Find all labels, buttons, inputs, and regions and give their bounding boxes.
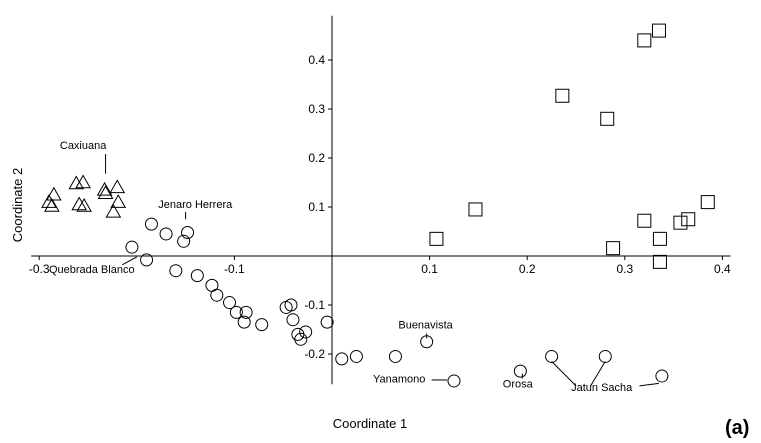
circle-point: [125, 240, 139, 254]
circle-point: [447, 374, 461, 388]
triangle-point: [45, 186, 62, 201]
circle-point: [169, 264, 183, 278]
y-tick-label: 0.2: [308, 151, 325, 165]
square-point: [652, 254, 667, 269]
square-point: [606, 241, 621, 256]
triangle-point: [97, 185, 114, 200]
triangle-point: [68, 175, 85, 190]
square-point: [468, 202, 483, 217]
circle-point: [335, 352, 349, 366]
circle-point: [388, 349, 402, 363]
y-tick-label: -0.1: [304, 298, 325, 312]
x-tick-label: 0.4: [714, 262, 731, 276]
triangle-point: [41, 194, 57, 208]
y-tick-label: 0.3: [308, 102, 325, 116]
circle-point: [279, 300, 293, 314]
square-point: [652, 231, 667, 246]
circle-point: [190, 269, 204, 283]
circle-point: [237, 315, 251, 329]
triangle-point: [96, 181, 113, 196]
y-tick-label: -0.2: [304, 347, 325, 361]
x-tick-label: 0.1: [421, 262, 438, 276]
square-point: [651, 23, 666, 38]
square-point: [637, 213, 652, 228]
panel-label: (a): [725, 417, 749, 439]
circle-point: [598, 349, 612, 363]
site-label: Quebrada Blanco: [49, 264, 135, 276]
circle-point: [239, 305, 253, 319]
square-point: [600, 111, 615, 126]
x-tick-label: 0.2: [519, 262, 536, 276]
site-label: Orosa: [503, 378, 534, 390]
leader-line: [121, 256, 138, 266]
triangle-point: [71, 196, 88, 211]
circle-point: [140, 253, 154, 267]
leader-line: [639, 382, 660, 387]
leader-line: [590, 361, 606, 387]
square-point: [700, 195, 715, 210]
circle-point: [349, 349, 363, 363]
circle-point: [545, 349, 559, 363]
axes: [31, 15, 731, 385]
data-points: [41, 23, 715, 388]
x-tick-label: -0.3: [29, 262, 50, 276]
circle-point: [294, 332, 308, 346]
triangle-point: [44, 198, 60, 212]
square-point: [429, 231, 444, 246]
triangle-point: [105, 203, 122, 218]
site-label: Jatun Sacha: [571, 382, 633, 394]
leader-line: [551, 360, 577, 387]
tick-labels: -0.3 -0.1 0.1 0.2 0.3 0.4 -0.2 -0.1 0.1 0.2 0.3 0.4: [29, 53, 731, 361]
square-point: [681, 212, 696, 227]
y-tick-label: 0.1: [308, 200, 325, 214]
circle-point: [229, 305, 243, 319]
circle-point: [177, 234, 191, 248]
circle-point: [181, 225, 195, 239]
y-axis-title: Coordinate 2: [10, 168, 25, 242]
circle-point: [655, 369, 669, 383]
square-point: [555, 88, 570, 103]
circle-point: [210, 288, 224, 302]
triangle-point: [75, 174, 91, 189]
square-point: [637, 33, 652, 48]
site-label: Jenaro Herrera: [158, 199, 233, 211]
circle-point: [513, 364, 527, 378]
site-label: Buenavista: [398, 320, 453, 332]
triangle-point: [76, 198, 92, 212]
circle-point: [284, 298, 298, 312]
x-tick-label: -0.1: [224, 262, 245, 276]
x-tick-label: 0.3: [616, 262, 633, 276]
circle-point: [255, 318, 269, 332]
annotations: Caxiuana Jenaro Herrera Quebrada Blanco Bue…: [49, 140, 660, 394]
triangle-point: [109, 179, 126, 194]
circle-point: [320, 315, 334, 329]
circle-point: [144, 217, 158, 231]
circle-point: [286, 313, 300, 327]
square-point: [673, 215, 688, 230]
circle-point: [223, 296, 237, 310]
site-label: Yanamono: [373, 373, 425, 385]
y-tick-label: 0.4: [308, 53, 325, 67]
triangle-point: [110, 194, 127, 208]
x-axis-title: Coordinate 1: [333, 416, 407, 431]
circle-point: [159, 227, 173, 241]
circle-point: [299, 325, 313, 339]
site-label: Caxiuana: [60, 140, 107, 152]
